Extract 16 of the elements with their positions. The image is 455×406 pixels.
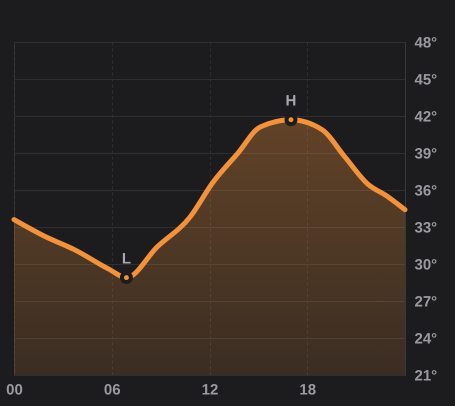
y-tick-label: 36° bbox=[414, 182, 438, 200]
y-tick-label: 42° bbox=[414, 108, 438, 126]
y-tick-label: 48° bbox=[414, 34, 438, 52]
x-tick-label: 12 bbox=[202, 382, 218, 398]
x-tick-label: 00 bbox=[6, 382, 23, 398]
annotation: L bbox=[122, 250, 131, 268]
annotation: H bbox=[286, 92, 296, 110]
y-tick-label: 21° bbox=[414, 368, 438, 384]
x-tick-label: 06 bbox=[104, 382, 121, 398]
y-tick-label: 45° bbox=[414, 72, 438, 88]
y-tick-label: 24° bbox=[414, 330, 438, 348]
y-tick-label: 30° bbox=[414, 256, 438, 274]
x-tick-label: 18 bbox=[299, 382, 316, 398]
y-tick-label: 39° bbox=[414, 146, 438, 162]
y-tick-label: 27° bbox=[414, 294, 438, 310]
y-tick-label: 33° bbox=[414, 220, 438, 236]
